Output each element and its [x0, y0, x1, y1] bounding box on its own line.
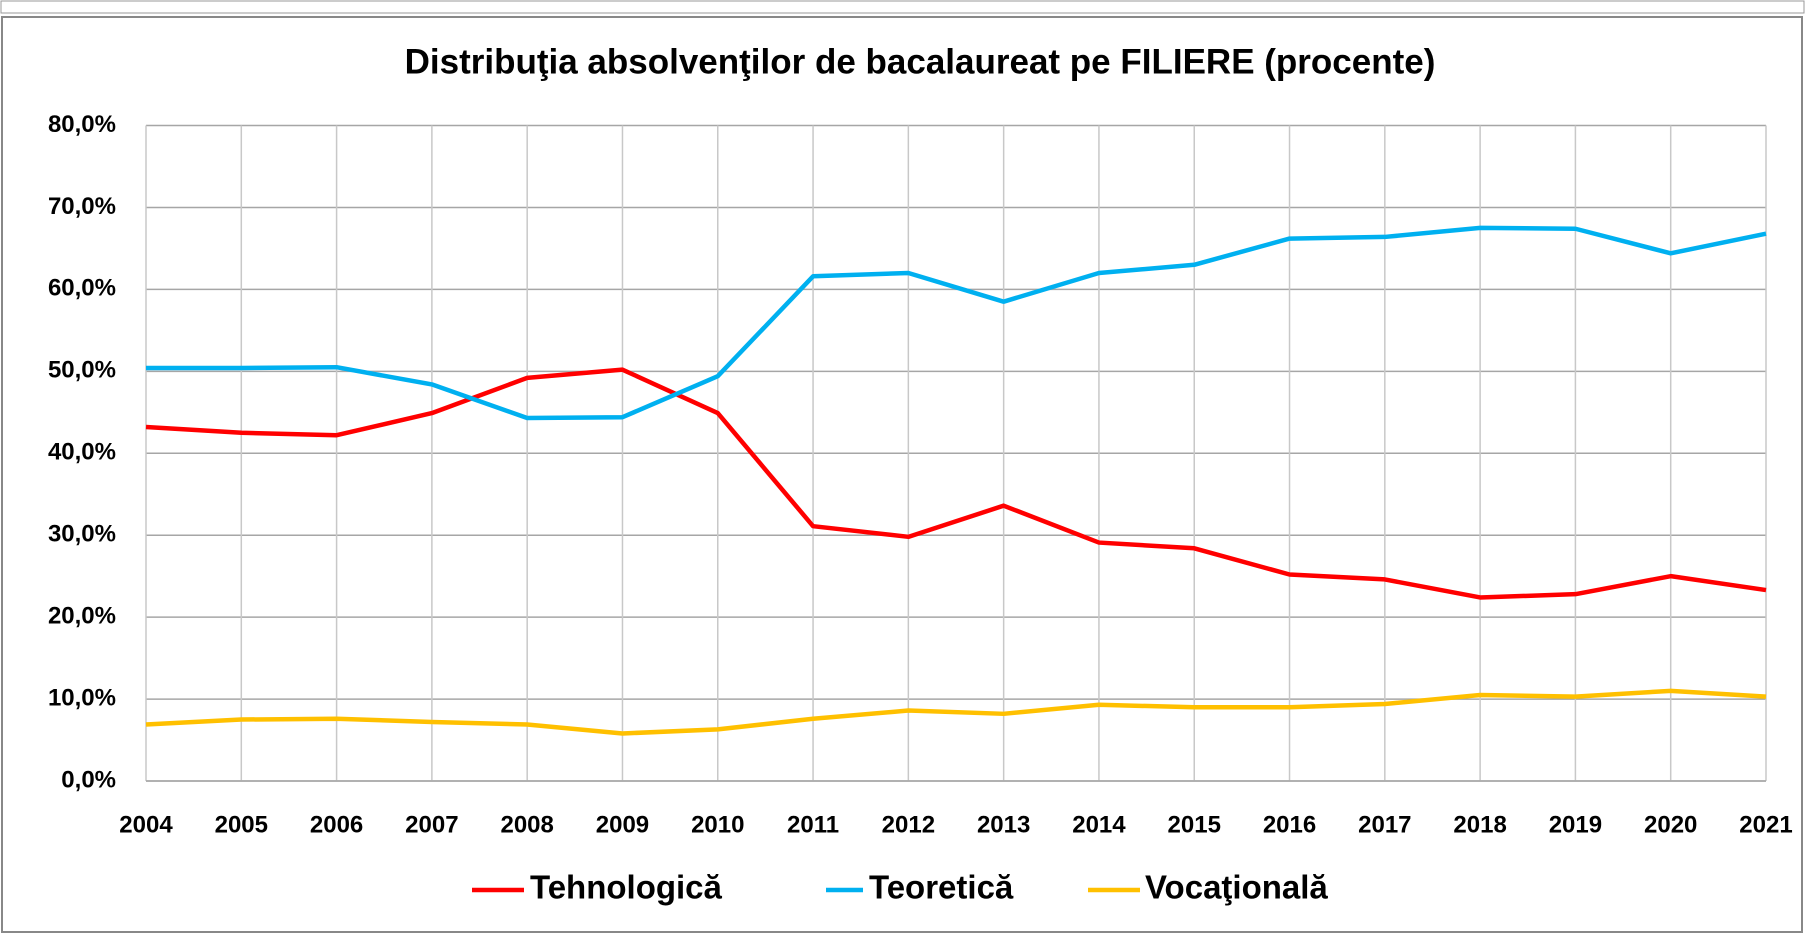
chart-frame	[1, 16, 1803, 933]
x-tick-label: 2010	[691, 811, 744, 838]
y-tick-label: 70,0%	[48, 193, 116, 220]
x-tick-label: 2016	[1263, 811, 1316, 838]
x-tick-label: 2021	[1739, 811, 1792, 838]
series-line	[145, 688, 1767, 736]
legend-label: Tehnologică	[530, 869, 723, 906]
x-tick-label: 2006	[310, 811, 363, 838]
x-tick-label: 2019	[1549, 811, 1602, 838]
series-line	[145, 367, 1767, 600]
x-tick-label: 2005	[215, 811, 268, 838]
y-tick-label: 20,0%	[48, 602, 116, 629]
x-tick-label: 2007	[405, 811, 458, 838]
legend-label: Teoretică	[869, 869, 1014, 906]
y-tick-label: 30,0%	[48, 521, 116, 548]
x-tick-label: 2014	[1072, 811, 1126, 838]
x-tick-label: 2009	[596, 811, 649, 838]
x-tick-label: 2013	[977, 811, 1030, 838]
x-tick-label: 2015	[1168, 811, 1221, 838]
y-tick-label: 10,0%	[48, 684, 116, 711]
x-tick-label: 2018	[1453, 811, 1506, 838]
y-tick-label: 0,0%	[61, 766, 116, 793]
x-tick-label: 2012	[882, 811, 935, 838]
x-tick-label: 2017	[1358, 811, 1411, 838]
x-tick-label: 2020	[1644, 811, 1697, 838]
series-line	[146, 225, 1767, 421]
legend-label: Vocaţională	[1145, 869, 1328, 906]
y-tick-label: 80,0%	[48, 111, 116, 138]
x-tick-label: 2011	[787, 811, 839, 838]
x-tick-label: 2008	[500, 811, 553, 838]
chart-title: Distribuţia absolvenţilor de bacalaureat…	[405, 42, 1436, 81]
y-tick-label: 40,0%	[48, 439, 116, 466]
y-tick-label: 50,0%	[48, 357, 116, 384]
y-tick-label: 60,0%	[48, 275, 116, 302]
x-tick-label: 2004	[119, 811, 173, 838]
top-frame	[0, 0, 1805, 14]
